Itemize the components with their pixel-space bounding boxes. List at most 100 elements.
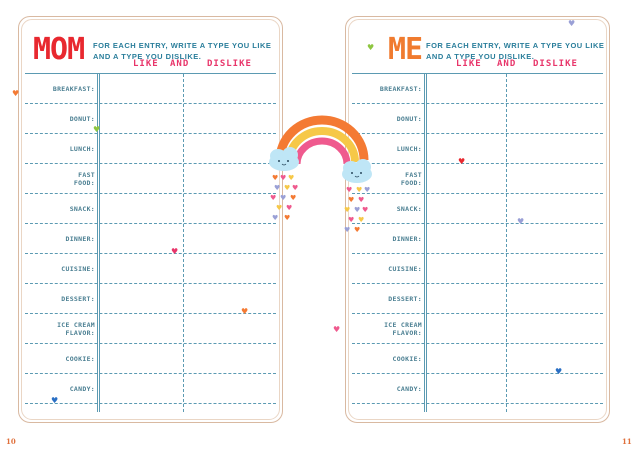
page-title-me: ME: [388, 32, 423, 67]
svg-text:♥: ♥: [290, 194, 296, 202]
cloud-icon: [342, 159, 372, 183]
heart-icon: ♥: [241, 307, 249, 316]
column-dislike: DISLIKE: [533, 59, 578, 69]
rainbow-icon: ♥ ♥ ♥ ♥ ♥ ♥ ♥ ♥ ♥ ♥ ♥ ♥ ♥ ♥ ♥ ♥ ♥ ♥ ♥ ♥ ♥ ♥ ♥ ♥ ♥: [269, 115, 372, 234]
column-dislike: DISLIKE: [207, 59, 252, 69]
table-row[interactable]: COOKIE:: [352, 344, 603, 374]
svg-text:♥: ♥: [280, 174, 286, 182]
svg-text:♥: ♥: [356, 186, 362, 194]
heart-icon: ♥: [517, 217, 525, 226]
column-and: AND: [497, 59, 517, 69]
instruction-text: For each entry, write a type you like an…: [426, 40, 604, 62]
row-label: FAST FOOD:: [400, 171, 422, 187]
svg-text:♥: ♥: [348, 196, 354, 204]
table-row[interactable]: CUISINE:: [352, 254, 603, 284]
svg-text:♥: ♥: [354, 226, 360, 234]
grid-vertical-line: [426, 74, 427, 412]
svg-text:♥: ♥: [274, 184, 280, 192]
column-like: LIKE: [456, 59, 482, 69]
left-page: MOM For each entry, write a type you lik…: [18, 16, 283, 423]
right-page: ME For each entry, write a type you like…: [345, 16, 610, 423]
table-row[interactable]: CUISINE:: [25, 254, 276, 284]
heart-icon: ♥: [367, 43, 375, 52]
grid-top-line: [25, 73, 276, 74]
table-row[interactable]: CANDY:: [352, 374, 603, 404]
svg-text:♥: ♥: [272, 174, 278, 182]
table-row[interactable]: BREAKFAST:: [25, 74, 276, 104]
heart-icon: ♥: [458, 157, 466, 166]
instruction-line-1: For each entry, write a type you like: [426, 41, 605, 50]
column-like: LIKE: [133, 59, 159, 69]
grid-vertical-line: [424, 74, 425, 412]
row-label: DONUT:: [69, 115, 95, 123]
row-label: SNACK:: [69, 205, 95, 213]
table-row[interactable]: ICE CREAM FLAVOR:: [352, 314, 603, 344]
row-label: DESSERT:: [61, 295, 95, 303]
heart-icon: ♥: [171, 247, 179, 256]
table-row[interactable]: COOKIE:: [25, 344, 276, 374]
row-label: COOKIE:: [392, 355, 422, 363]
table-row[interactable]: FAST FOOD:: [25, 164, 276, 194]
table-row[interactable]: LUNCH:: [352, 134, 603, 164]
row-label: LUNCH:: [396, 145, 422, 153]
table-row[interactable]: SNACK:: [352, 194, 603, 224]
svg-text:♥: ♥: [284, 214, 290, 222]
row-label: BREAKFAST:: [379, 85, 422, 93]
svg-text:♥: ♥: [284, 184, 290, 192]
svg-text:♥: ♥: [344, 226, 350, 234]
heart-icon: ♥: [12, 89, 20, 98]
page-title-mom: MOM: [33, 32, 85, 67]
instruction-text: For each entry, write a type you like an…: [93, 40, 271, 62]
svg-text:♥: ♥: [362, 206, 368, 214]
heart-icon: ♥: [51, 396, 59, 405]
right-page-header: ME For each entry, write a type you like…: [346, 17, 609, 89]
cloud-icon: [269, 147, 299, 171]
row-label: DINNER:: [392, 235, 422, 243]
row-label: SNACK:: [396, 205, 422, 213]
grid-vertical-line: [97, 74, 98, 412]
heart-icon: ♥: [555, 367, 563, 376]
table-row[interactable]: DONUT:: [25, 104, 276, 134]
table-row[interactable]: SNACK:: [25, 194, 276, 224]
column-and: AND: [170, 59, 190, 69]
row-label: BREAKFAST:: [52, 85, 95, 93]
instruction-line-2: and a type you dislike.: [93, 52, 202, 61]
instruction-line-2: and a type you dislike.: [426, 52, 535, 61]
table-row[interactable]: DINNER:: [25, 224, 276, 254]
heart-icon: ♥: [93, 125, 101, 134]
row-label: LUNCH:: [69, 145, 95, 153]
svg-text:♥: ♥: [292, 184, 298, 192]
page-number-right: 11: [622, 437, 632, 446]
table-row[interactable]: DONUT:: [352, 104, 603, 134]
table-row[interactable]: BREAKFAST:: [352, 74, 603, 104]
svg-text:♥: ♥: [358, 196, 364, 204]
svg-text:♥: ♥: [288, 174, 294, 182]
table-row[interactable]: FAST FOOD:: [352, 164, 603, 194]
svg-text:♥: ♥: [286, 204, 292, 212]
table-row[interactable]: DESSERT:: [25, 284, 276, 314]
heart-icon: ♥: [568, 19, 576, 28]
svg-text:♥: ♥: [270, 194, 276, 202]
grid-divider-line: [183, 74, 184, 412]
table-row[interactable]: CANDY:: [25, 374, 276, 404]
page-number-left: 10: [6, 437, 16, 446]
row-label: DESSERT:: [388, 295, 422, 303]
svg-text:♥: ♥: [280, 194, 286, 202]
table-row[interactable]: ICE CREAM FLAVOR:: [25, 314, 276, 344]
row-label: CANDY:: [69, 385, 95, 393]
svg-text:♥: ♥: [348, 216, 354, 224]
heart-icon: ♥: [333, 325, 341, 334]
svg-text:♥: ♥: [364, 186, 370, 194]
table-row[interactable]: DINNER:: [352, 224, 603, 254]
svg-text:♥: ♥: [344, 206, 350, 214]
table-row[interactable]: LUNCH:: [25, 134, 276, 164]
row-label: CANDY:: [396, 385, 422, 393]
svg-text:♥: ♥: [354, 206, 360, 214]
grid-vertical-line: [99, 74, 100, 412]
row-label: ICE CREAM FLAVOR:: [384, 321, 422, 337]
row-label: CUISINE:: [61, 265, 95, 273]
grid-divider-line: [506, 74, 507, 412]
row-label: COOKIE:: [65, 355, 95, 363]
table-row[interactable]: DESSERT:: [352, 284, 603, 314]
row-label: DONUT:: [396, 115, 422, 123]
